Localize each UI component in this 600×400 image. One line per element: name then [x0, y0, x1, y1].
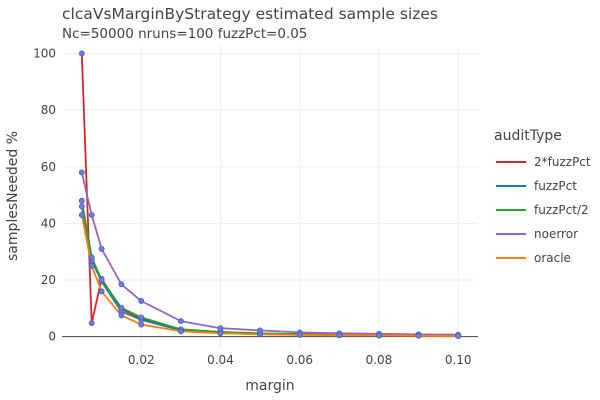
y-tick-label: 40 [41, 216, 56, 230]
data-point [376, 332, 382, 339]
data-point [177, 328, 184, 335]
data-point [78, 197, 85, 204]
data-point [118, 312, 125, 319]
x-tick-label: 0.06 [286, 353, 313, 367]
data-point [415, 332, 422, 339]
data-point [88, 262, 95, 269]
x-axis-title: margin [245, 378, 294, 394]
data-point [217, 325, 224, 332]
x-tick-label: 0.08 [366, 353, 393, 367]
data-point [138, 298, 145, 304]
legend-label: 2*fuzzPct [534, 155, 591, 169]
series-line-2-fuzzpct [80, 53, 459, 337]
series-group [80, 53, 459, 337]
legend-title: auditType [494, 128, 562, 144]
axes: 0 20 40 60 80 100 0.02 0.04 0.06 0.08 0.10 [33, 46, 478, 367]
data-point [257, 331, 264, 338]
legend-item[interactable]: 2*fuzzPct [496, 155, 591, 169]
grid [62, 45, 478, 348]
legend-label: fuzzPct [534, 179, 577, 193]
legend-item[interactable]: noerror [496, 227, 578, 241]
data-point [88, 211, 95, 218]
legend-item[interactable]: oracle [496, 251, 571, 265]
markers-group [78, 50, 462, 340]
data-point [98, 288, 105, 295]
data-point [138, 314, 145, 321]
chart-subtitle: Nc=50000 nruns=100 fuzzPct=0.05 [62, 26, 307, 42]
data-point [118, 281, 125, 288]
data-point [296, 332, 303, 338]
legend-item[interactable]: fuzzPct/2 [496, 203, 589, 217]
data-point [217, 330, 224, 337]
legend-label: fuzzPct/2 [534, 203, 589, 217]
data-point [78, 50, 85, 57]
series-line-noerror [80, 172, 459, 336]
data-point [138, 321, 145, 328]
y-tick-label: 20 [41, 273, 56, 287]
data-point [78, 203, 85, 210]
y-axis-title: samplesNeeded % [5, 131, 21, 261]
series-line-fuzzpct-2 [80, 200, 459, 337]
legend-label: oracle [534, 251, 571, 265]
data-point [118, 304, 125, 311]
data-point [336, 332, 343, 339]
data-point [98, 245, 105, 252]
data-point [78, 169, 85, 176]
data-point [455, 333, 462, 340]
data-point [98, 277, 105, 283]
data-point [88, 254, 95, 261]
legend: auditType 2*fuzzPct fuzzPct fuzzPct/2 noerr… [494, 128, 591, 265]
y-tick-label: 80 [41, 103, 56, 117]
legend-item[interactable]: fuzzPct [496, 179, 577, 193]
y-tick-label: 0 [48, 330, 56, 344]
x-tick-label: 0.10 [445, 353, 472, 367]
legend-label: noerror [534, 227, 578, 241]
x-tick-label: 0.02 [128, 353, 155, 367]
x-tick-label: 0.04 [207, 353, 234, 367]
data-point [177, 318, 184, 325]
y-tick-label: 100 [33, 46, 56, 60]
data-point [78, 211, 85, 218]
chart-title: clcaVsMarginByStrategy estimated sample … [62, 5, 438, 23]
data-point [88, 320, 95, 327]
y-tick-label: 60 [41, 160, 56, 174]
